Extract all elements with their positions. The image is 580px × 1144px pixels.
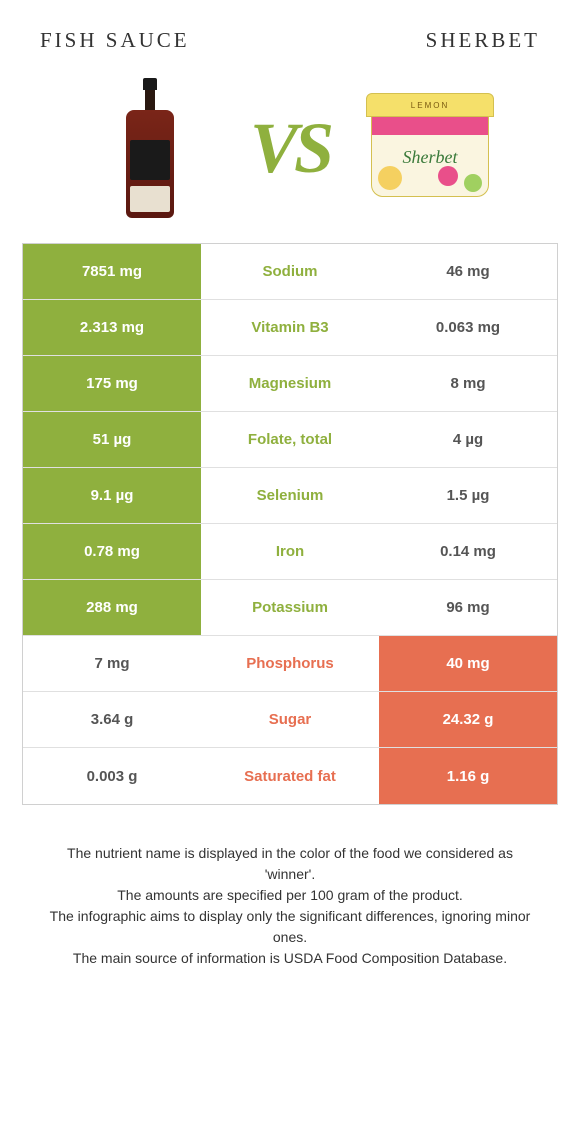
nutrient-name-cell: Folate, total <box>201 412 379 467</box>
nutrient-name-cell: Sugar <box>201 692 379 747</box>
left-value-cell: 9.1 µg <box>23 468 201 523</box>
left-product-image <box>80 73 220 223</box>
left-food-title: Fish sauce <box>40 28 190 53</box>
left-value-cell: 7851 mg <box>23 244 201 299</box>
table-row: 7 mgPhosphorus40 mg <box>23 636 557 692</box>
table-row: 0.78 mgIron0.14 mg <box>23 524 557 580</box>
footer-line: The infographic aims to display only the… <box>40 906 540 948</box>
left-value-cell: 288 mg <box>23 580 201 635</box>
table-row: 175 mgMagnesium8 mg <box>23 356 557 412</box>
bottle-icon <box>125 78 175 218</box>
left-value-cell: 0.78 mg <box>23 524 201 579</box>
nutrient-name-cell: Iron <box>201 524 379 579</box>
table-row: 2.313 mgVitamin B30.063 mg <box>23 300 557 356</box>
left-value-cell: 0.003 g <box>23 748 201 804</box>
nutrient-name-cell: Magnesium <box>201 356 379 411</box>
footer-notes: The nutrient name is displayed in the co… <box>0 805 580 969</box>
nutrient-name-cell: Saturated fat <box>201 748 379 804</box>
right-value-cell: 96 mg <box>379 580 557 635</box>
right-value-cell: 24.32 g <box>379 692 557 747</box>
images-row: VS LEMON Sherbet <box>0 63 580 243</box>
footer-line: The main source of information is USDA F… <box>40 948 540 969</box>
right-food-title: Sherbet <box>426 28 540 53</box>
nutrition-table: 7851 mgSodium46 mg2.313 mgVitamin B30.06… <box>22 243 558 805</box>
right-value-cell: 4 µg <box>379 412 557 467</box>
left-value-cell: 175 mg <box>23 356 201 411</box>
nutrient-name-cell: Phosphorus <box>201 636 379 691</box>
left-value-cell: 51 µg <box>23 412 201 467</box>
left-value-cell: 3.64 g <box>23 692 201 747</box>
footer-line: The nutrient name is displayed in the co… <box>40 843 540 885</box>
right-value-cell: 8 mg <box>379 356 557 411</box>
left-value-cell: 2.313 mg <box>23 300 201 355</box>
nutrient-name-cell: Sodium <box>201 244 379 299</box>
table-row: 0.003 gSaturated fat1.16 g <box>23 748 557 804</box>
footer-line: The amounts are specified per 100 gram o… <box>40 885 540 906</box>
left-value-cell: 7 mg <box>23 636 201 691</box>
nutrient-name-cell: Vitamin B3 <box>201 300 379 355</box>
nutrient-name-cell: Potassium <box>201 580 379 635</box>
table-row: 288 mgPotassium96 mg <box>23 580 557 636</box>
right-product-image: LEMON Sherbet <box>360 73 500 223</box>
right-value-cell: 0.14 mg <box>379 524 557 579</box>
tub-icon: LEMON Sherbet <box>365 93 495 203</box>
right-value-cell: 0.063 mg <box>379 300 557 355</box>
table-row: 9.1 µgSelenium1.5 µg <box>23 468 557 524</box>
table-row: 3.64 gSugar24.32 g <box>23 692 557 748</box>
right-value-cell: 46 mg <box>379 244 557 299</box>
header-row: Fish sauce Sherbet <box>0 0 580 63</box>
table-row: 7851 mgSodium46 mg <box>23 244 557 300</box>
vs-text: VS <box>250 107 330 190</box>
right-value-cell: 1.16 g <box>379 748 557 804</box>
nutrient-name-cell: Selenium <box>201 468 379 523</box>
right-value-cell: 40 mg <box>379 636 557 691</box>
right-value-cell: 1.5 µg <box>379 468 557 523</box>
table-row: 51 µgFolate, total4 µg <box>23 412 557 468</box>
